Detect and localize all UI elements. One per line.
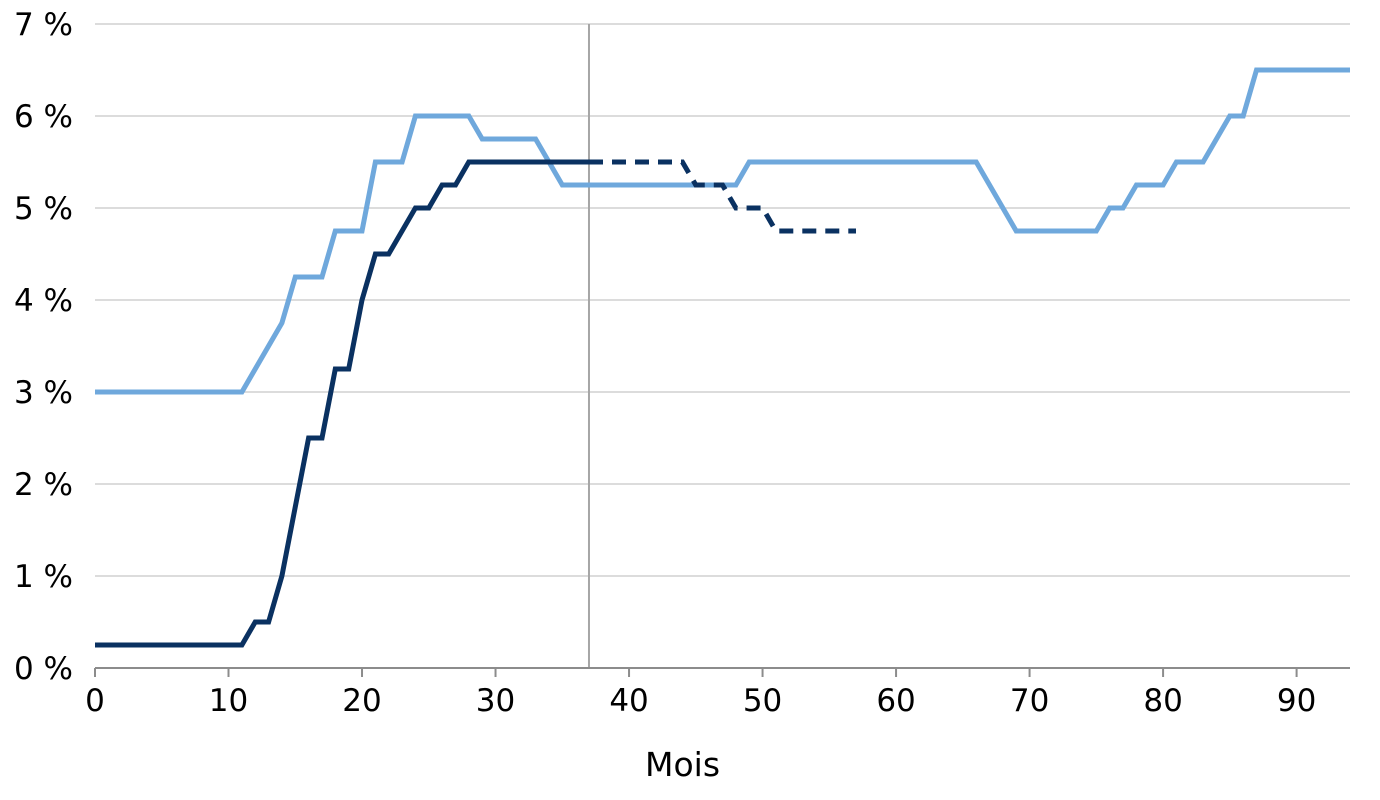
y-tick-label: 7 % (14, 7, 73, 43)
gridlines (95, 23, 1350, 577)
x-tick-label: 20 (342, 683, 381, 719)
series-line-3 (589, 159, 856, 234)
x-tick-label: 0 (85, 683, 105, 719)
y-tick-label: 4 % (14, 283, 73, 319)
x-axis: 0 10 20 30 40 50 60 70 80 90 (85, 667, 1350, 719)
y-axis: 0 % 1 % 2 % 3 % 4 % 5 % 6 % 7 % (14, 7, 73, 687)
series-group (95, 67, 1350, 648)
y-tick-label: 1 % (14, 559, 73, 595)
x-tick-label: 60 (876, 683, 915, 719)
x-tick-label: 90 (1277, 683, 1316, 719)
x-tick-label: 40 (609, 683, 648, 719)
y-tick-label: 3 % (14, 375, 73, 411)
x-axis-title: Mois (645, 745, 720, 784)
x-tick-label: 80 (1143, 683, 1182, 719)
y-tick-label: 5 % (14, 191, 73, 227)
y-tick-label: 0 % (14, 651, 73, 687)
x-tick-label: 30 (476, 683, 515, 719)
y-tick-label: 2 % (14, 467, 73, 503)
x-tick-label: 70 (1010, 683, 1049, 719)
x-tick-label: 10 (209, 683, 248, 719)
series-line-2 (95, 159, 589, 648)
y-tick-label: 6 % (14, 99, 73, 135)
x-tick-label: 50 (743, 683, 782, 719)
series-line-1 (95, 67, 1350, 395)
